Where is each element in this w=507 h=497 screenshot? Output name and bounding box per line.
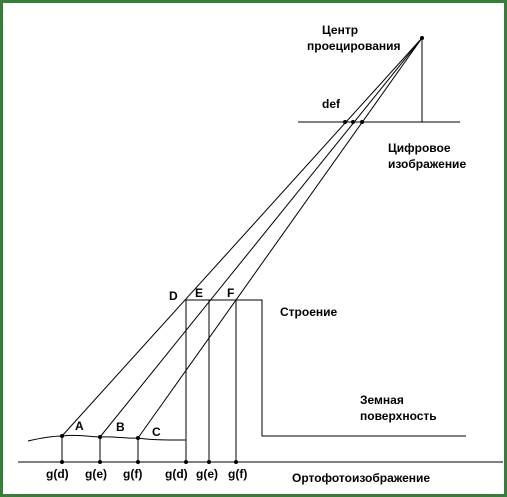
- ray: [61, 37, 423, 437]
- ray: [137, 37, 423, 439]
- ground-dot: [98, 435, 102, 439]
- ortho-dots: [60, 460, 238, 464]
- ortho-point-label: g(e): [196, 467, 218, 481]
- ground-label: Земная: [360, 393, 404, 407]
- ground-dot: [136, 436, 140, 440]
- roof-point-label: F: [227, 286, 234, 300]
- roof-point-label: D: [169, 289, 178, 303]
- ortho-dot: [136, 460, 140, 464]
- ortho-dot: [60, 460, 64, 464]
- center-label: проецирования: [307, 39, 401, 53]
- building-label: Строение: [280, 305, 338, 319]
- ortho-dot: [98, 460, 102, 464]
- ground-dot: [60, 434, 64, 438]
- ground-point-label: A: [75, 419, 84, 433]
- ground-label: поверхность: [360, 409, 437, 423]
- image-dot: [360, 120, 364, 124]
- digital-image-label: изображение: [388, 157, 466, 171]
- ortho-point-label: g(f): [123, 467, 142, 481]
- roof-point-label: E: [195, 286, 203, 300]
- center-label: Центр: [322, 23, 358, 37]
- digital-image-label: Цифровое: [388, 141, 451, 155]
- ortho-point-label: g(e): [85, 467, 107, 481]
- building-outline: [185, 299, 466, 440]
- ortho-dot: [184, 460, 188, 464]
- ray: [99, 37, 423, 438]
- image-dot: [343, 120, 347, 124]
- ortho-point-label: g(d): [46, 467, 69, 481]
- ground-point-label: C: [152, 425, 161, 439]
- image-dot: [351, 120, 355, 124]
- ortho-point-label: g(f): [228, 467, 247, 481]
- ortho-dot: [234, 460, 238, 464]
- ground-point-label: B: [116, 420, 125, 434]
- ortho-point-label: g(d): [165, 467, 188, 481]
- orthophoto-label: Ортофотоизображение: [292, 471, 430, 485]
- ortho-dot: [207, 460, 211, 464]
- image-point-label: def: [322, 97, 341, 111]
